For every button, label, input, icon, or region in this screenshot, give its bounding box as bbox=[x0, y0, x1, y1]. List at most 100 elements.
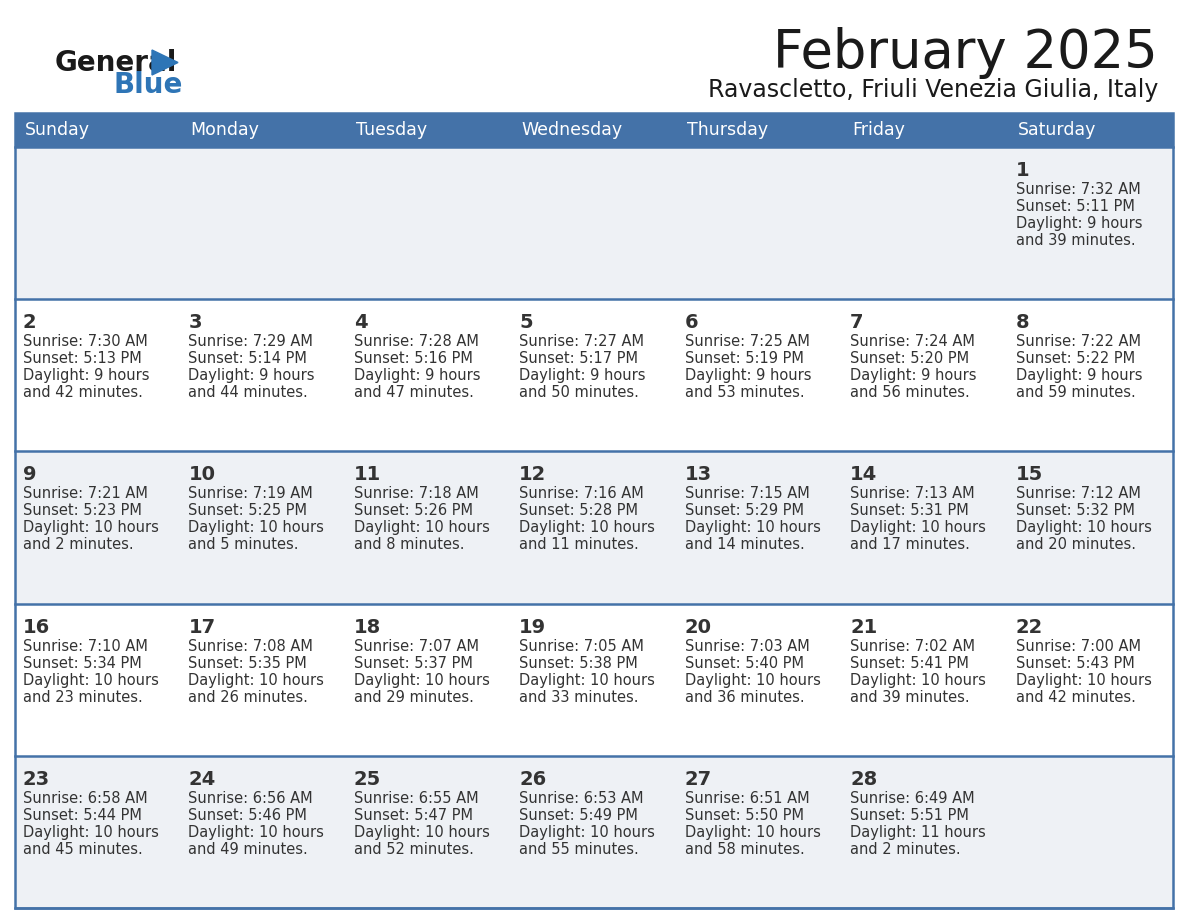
Text: 22: 22 bbox=[1016, 618, 1043, 636]
Text: 28: 28 bbox=[851, 770, 878, 789]
Text: Sunrise: 7:32 AM: Sunrise: 7:32 AM bbox=[1016, 182, 1140, 197]
Text: Sunset: 5:43 PM: Sunset: 5:43 PM bbox=[1016, 655, 1135, 671]
Text: Sunrise: 6:56 AM: Sunrise: 6:56 AM bbox=[189, 790, 314, 806]
Text: Daylight: 10 hours: Daylight: 10 hours bbox=[519, 673, 655, 688]
Text: Sunset: 5:35 PM: Sunset: 5:35 PM bbox=[189, 655, 308, 671]
Text: Sunset: 5:46 PM: Sunset: 5:46 PM bbox=[189, 808, 308, 823]
Text: Daylight: 10 hours: Daylight: 10 hours bbox=[851, 673, 986, 688]
Text: and 23 minutes.: and 23 minutes. bbox=[23, 689, 143, 705]
Text: Daylight: 9 hours: Daylight: 9 hours bbox=[189, 368, 315, 383]
Text: Sunset: 5:26 PM: Sunset: 5:26 PM bbox=[354, 503, 473, 519]
Text: Daylight: 11 hours: Daylight: 11 hours bbox=[851, 824, 986, 840]
Text: and 2 minutes.: and 2 minutes. bbox=[23, 537, 133, 553]
Text: Sunset: 5:47 PM: Sunset: 5:47 PM bbox=[354, 808, 473, 823]
Text: Sunrise: 7:21 AM: Sunrise: 7:21 AM bbox=[23, 487, 147, 501]
Text: and 58 minutes.: and 58 minutes. bbox=[684, 842, 804, 856]
Text: 10: 10 bbox=[189, 465, 215, 485]
Text: Daylight: 10 hours: Daylight: 10 hours bbox=[1016, 521, 1151, 535]
Text: Sunset: 5:49 PM: Sunset: 5:49 PM bbox=[519, 808, 638, 823]
Text: and 55 minutes.: and 55 minutes. bbox=[519, 842, 639, 856]
Text: Daylight: 10 hours: Daylight: 10 hours bbox=[1016, 673, 1151, 688]
Text: 20: 20 bbox=[684, 618, 712, 636]
Text: Sunset: 5:37 PM: Sunset: 5:37 PM bbox=[354, 655, 473, 671]
Text: Sunrise: 7:29 AM: Sunrise: 7:29 AM bbox=[189, 334, 314, 349]
Text: Sunrise: 7:12 AM: Sunrise: 7:12 AM bbox=[1016, 487, 1140, 501]
Text: Daylight: 9 hours: Daylight: 9 hours bbox=[684, 368, 811, 383]
Text: 14: 14 bbox=[851, 465, 878, 485]
Text: Sunrise: 6:53 AM: Sunrise: 6:53 AM bbox=[519, 790, 644, 806]
Text: Sunrise: 7:08 AM: Sunrise: 7:08 AM bbox=[189, 639, 314, 654]
Text: Sunset: 5:13 PM: Sunset: 5:13 PM bbox=[23, 352, 141, 366]
Text: Sunrise: 7:30 AM: Sunrise: 7:30 AM bbox=[23, 334, 147, 349]
Text: Sunrise: 7:25 AM: Sunrise: 7:25 AM bbox=[684, 334, 809, 349]
Bar bbox=[15, 113, 1173, 147]
Text: Daylight: 9 hours: Daylight: 9 hours bbox=[851, 368, 977, 383]
Text: Sunrise: 7:22 AM: Sunrise: 7:22 AM bbox=[1016, 334, 1140, 349]
Text: and 5 minutes.: and 5 minutes. bbox=[189, 537, 299, 553]
Text: Daylight: 10 hours: Daylight: 10 hours bbox=[684, 521, 821, 535]
Text: 8: 8 bbox=[1016, 313, 1029, 332]
Text: and 42 minutes.: and 42 minutes. bbox=[23, 386, 143, 400]
Text: and 36 minutes.: and 36 minutes. bbox=[684, 689, 804, 705]
Text: Daylight: 10 hours: Daylight: 10 hours bbox=[684, 824, 821, 840]
Text: 4: 4 bbox=[354, 313, 367, 332]
Text: Sunset: 5:17 PM: Sunset: 5:17 PM bbox=[519, 352, 638, 366]
Text: 26: 26 bbox=[519, 770, 546, 789]
Text: Sunrise: 7:10 AM: Sunrise: 7:10 AM bbox=[23, 639, 147, 654]
Text: and 52 minutes.: and 52 minutes. bbox=[354, 842, 474, 856]
Text: Daylight: 10 hours: Daylight: 10 hours bbox=[189, 673, 324, 688]
Text: Daylight: 10 hours: Daylight: 10 hours bbox=[189, 521, 324, 535]
Text: and 44 minutes.: and 44 minutes. bbox=[189, 386, 308, 400]
Text: 16: 16 bbox=[23, 618, 50, 636]
Bar bbox=[15, 299, 1173, 452]
Text: General: General bbox=[55, 49, 177, 77]
Text: Sunset: 5:31 PM: Sunset: 5:31 PM bbox=[851, 503, 969, 519]
Text: and 29 minutes.: and 29 minutes. bbox=[354, 689, 474, 705]
Text: and 39 minutes.: and 39 minutes. bbox=[1016, 233, 1136, 248]
Text: 9: 9 bbox=[23, 465, 37, 485]
Text: and 2 minutes.: and 2 minutes. bbox=[851, 842, 961, 856]
Text: Sunrise: 7:15 AM: Sunrise: 7:15 AM bbox=[684, 487, 809, 501]
Text: 3: 3 bbox=[189, 313, 202, 332]
Text: Sunday: Sunday bbox=[25, 121, 90, 139]
Text: Sunrise: 7:18 AM: Sunrise: 7:18 AM bbox=[354, 487, 479, 501]
Text: Daylight: 10 hours: Daylight: 10 hours bbox=[354, 673, 489, 688]
Bar bbox=[15, 604, 1173, 756]
Text: 18: 18 bbox=[354, 618, 381, 636]
Bar bbox=[15, 147, 1173, 299]
Text: and 56 minutes.: and 56 minutes. bbox=[851, 386, 969, 400]
Text: 7: 7 bbox=[851, 313, 864, 332]
Text: and 11 minutes.: and 11 minutes. bbox=[519, 537, 639, 553]
Text: and 50 minutes.: and 50 minutes. bbox=[519, 386, 639, 400]
Text: Sunrise: 7:19 AM: Sunrise: 7:19 AM bbox=[189, 487, 314, 501]
Text: Sunset: 5:14 PM: Sunset: 5:14 PM bbox=[189, 352, 308, 366]
Text: 13: 13 bbox=[684, 465, 712, 485]
Text: Sunset: 5:34 PM: Sunset: 5:34 PM bbox=[23, 655, 141, 671]
Text: 25: 25 bbox=[354, 770, 381, 789]
Text: 6: 6 bbox=[684, 313, 699, 332]
Text: Sunrise: 7:16 AM: Sunrise: 7:16 AM bbox=[519, 487, 644, 501]
Text: Sunset: 5:41 PM: Sunset: 5:41 PM bbox=[851, 655, 969, 671]
Text: and 42 minutes.: and 42 minutes. bbox=[1016, 689, 1136, 705]
Text: 12: 12 bbox=[519, 465, 546, 485]
Text: Ravascletto, Friuli Venezia Giulia, Italy: Ravascletto, Friuli Venezia Giulia, Ital… bbox=[708, 78, 1158, 102]
Text: Sunrise: 7:28 AM: Sunrise: 7:28 AM bbox=[354, 334, 479, 349]
Text: Sunset: 5:32 PM: Sunset: 5:32 PM bbox=[1016, 503, 1135, 519]
Text: Sunset: 5:16 PM: Sunset: 5:16 PM bbox=[354, 352, 473, 366]
Text: Sunrise: 7:02 AM: Sunrise: 7:02 AM bbox=[851, 639, 975, 654]
Text: 17: 17 bbox=[189, 618, 215, 636]
Text: Friday: Friday bbox=[852, 121, 905, 139]
Text: and 20 minutes.: and 20 minutes. bbox=[1016, 537, 1136, 553]
Text: Thursday: Thursday bbox=[687, 121, 767, 139]
Text: Sunrise: 7:05 AM: Sunrise: 7:05 AM bbox=[519, 639, 644, 654]
Text: Sunrise: 6:51 AM: Sunrise: 6:51 AM bbox=[684, 790, 809, 806]
Text: Saturday: Saturday bbox=[1018, 121, 1097, 139]
Text: Sunset: 5:50 PM: Sunset: 5:50 PM bbox=[684, 808, 804, 823]
Text: and 47 minutes.: and 47 minutes. bbox=[354, 386, 474, 400]
Text: 2: 2 bbox=[23, 313, 37, 332]
Text: Sunrise: 7:03 AM: Sunrise: 7:03 AM bbox=[684, 639, 809, 654]
Text: Sunset: 5:28 PM: Sunset: 5:28 PM bbox=[519, 503, 638, 519]
Text: Sunset: 5:25 PM: Sunset: 5:25 PM bbox=[189, 503, 308, 519]
Text: February 2025: February 2025 bbox=[773, 27, 1158, 79]
Text: Sunset: 5:19 PM: Sunset: 5:19 PM bbox=[684, 352, 803, 366]
